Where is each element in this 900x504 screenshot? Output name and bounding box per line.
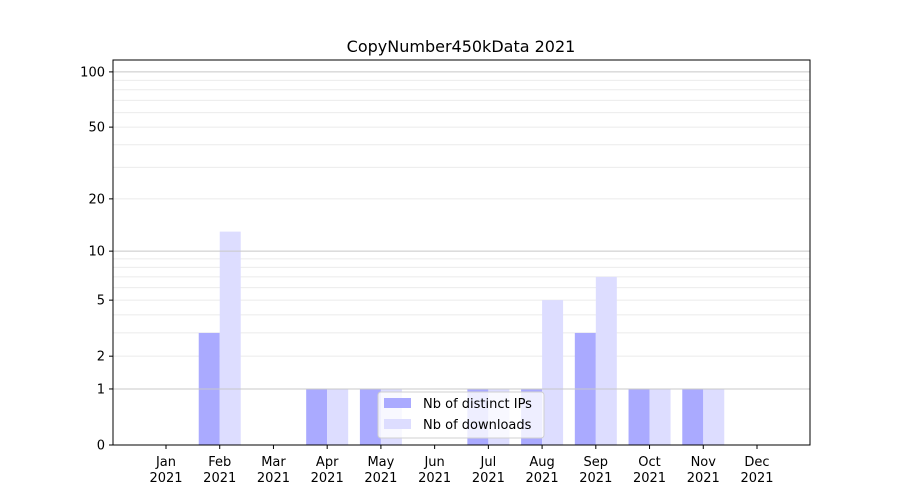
y-tick-label: 5 bbox=[97, 294, 105, 309]
x-tick-label: Sep 2021 bbox=[579, 455, 612, 486]
legend-label: Nb of distinct IPs bbox=[423, 397, 532, 412]
bar-ips bbox=[682, 388, 704, 445]
x-tick-label: Dec 2021 bbox=[740, 455, 773, 486]
bar-ips bbox=[628, 388, 650, 445]
bar-downloads bbox=[649, 388, 671, 445]
plot-frame bbox=[112, 59, 811, 446]
x-tick-label: Apr 2021 bbox=[311, 455, 344, 486]
x-tick-label: Jan 2021 bbox=[149, 455, 182, 486]
y-tick-label: 20 bbox=[88, 192, 105, 207]
y-tick-label: 10 bbox=[88, 245, 105, 260]
chart-title: CopyNumber450kData 2021 bbox=[347, 37, 576, 56]
legend-swatch bbox=[384, 419, 411, 429]
bar-downloads bbox=[542, 300, 564, 445]
bar-downloads bbox=[219, 231, 241, 445]
legend-swatch bbox=[384, 398, 411, 408]
x-tick-label: Nov 2021 bbox=[687, 455, 720, 486]
x-tick-label: Aug 2021 bbox=[526, 455, 559, 486]
bar-ips bbox=[306, 388, 328, 445]
y-tick-label: 1 bbox=[97, 382, 105, 397]
legend-box bbox=[377, 391, 545, 439]
x-tick-label: Jul 2021 bbox=[472, 455, 505, 486]
bar-ips bbox=[359, 388, 381, 445]
bar-downloads bbox=[327, 388, 349, 445]
legend: Nb of distinct IPs Nb of downloads bbox=[377, 391, 545, 439]
y-tick-label: 100 bbox=[80, 65, 105, 80]
x-tick-label: Jun 2021 bbox=[418, 455, 451, 486]
y-tick-label: 50 bbox=[88, 121, 105, 136]
bar-downloads bbox=[703, 388, 725, 445]
x-tick-label: Feb 2021 bbox=[203, 455, 236, 486]
y-tick-label: 2 bbox=[97, 350, 105, 365]
x-tick-label: May 2021 bbox=[364, 455, 397, 486]
x-tick-label: Mar 2021 bbox=[257, 455, 290, 486]
bar-downloads bbox=[595, 276, 617, 445]
legend-label: Nb of downloads bbox=[423, 418, 532, 433]
y-tick-label: 0 bbox=[97, 439, 105, 454]
x-tick-label: Oct 2021 bbox=[633, 455, 666, 486]
